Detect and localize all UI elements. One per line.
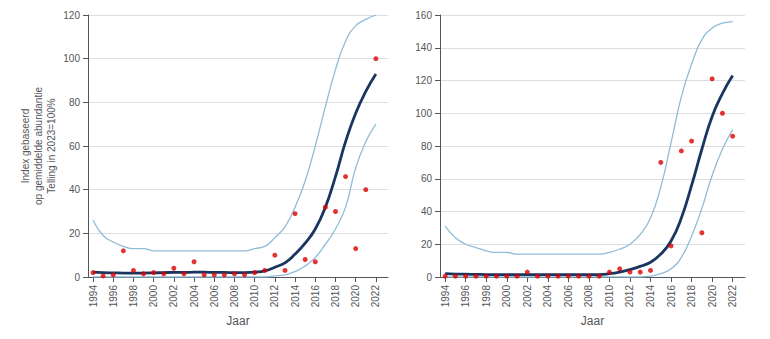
svg-text:Telling in 2023=100%: Telling in 2023=100% [46,98,57,193]
svg-text:2012: 2012 [269,285,280,308]
svg-text:2016: 2016 [666,285,677,308]
svg-text:120: 120 [63,10,80,21]
svg-text:2020: 2020 [707,285,718,308]
svg-text:80: 80 [421,141,433,152]
svg-text:2022: 2022 [727,285,738,308]
svg-text:2004: 2004 [542,285,553,308]
svg-text:2016: 2016 [310,285,321,308]
svg-text:Jaar: Jaar [226,314,249,328]
svg-text:2022: 2022 [370,285,381,308]
svg-text:1994: 1994 [88,285,99,308]
svg-text:op gemiddelde abundantie: op gemiddelde abundantie [33,87,44,205]
svg-text:0: 0 [74,272,80,283]
svg-text:0: 0 [426,272,432,283]
svg-text:2008: 2008 [229,285,240,308]
svg-text:160: 160 [415,10,432,21]
svg-text:40: 40 [69,184,81,195]
svg-text:100: 100 [63,53,80,64]
svg-text:20: 20 [421,239,433,250]
svg-text:1996: 1996 [108,285,119,308]
svg-text:120: 120 [415,75,432,86]
svg-text:140: 140 [415,42,432,53]
svg-text:1998: 1998 [128,285,139,308]
svg-text:60: 60 [421,173,433,184]
svg-text:1998: 1998 [481,285,492,308]
svg-text:2006: 2006 [209,285,220,308]
svg-text:2014: 2014 [645,285,656,308]
svg-text:Index gebaseerd: Index gebaseerd [20,109,31,184]
svg-text:2012: 2012 [624,285,635,308]
svg-text:2014: 2014 [290,285,301,308]
svg-text:2008: 2008 [583,285,594,308]
svg-text:100: 100 [415,108,432,119]
svg-text:1996: 1996 [460,285,471,308]
svg-text:2004: 2004 [189,285,200,308]
svg-text:2010: 2010 [604,285,615,308]
svg-text:2002: 2002 [522,285,533,308]
svg-text:2000: 2000 [148,285,159,308]
svg-text:20: 20 [69,228,81,239]
svg-text:2006: 2006 [563,285,574,308]
svg-text:2018: 2018 [330,285,341,308]
svg-text:40: 40 [421,206,433,217]
svg-text:1994: 1994 [440,285,451,308]
svg-text:60: 60 [69,141,81,152]
svg-text:2010: 2010 [249,285,260,308]
svg-text:Jaar: Jaar [581,314,604,328]
svg-text:2020: 2020 [350,285,361,308]
svg-text:2000: 2000 [501,285,512,308]
svg-text:2018: 2018 [686,285,697,308]
svg-text:2002: 2002 [168,285,179,308]
svg-text:80: 80 [69,97,81,108]
